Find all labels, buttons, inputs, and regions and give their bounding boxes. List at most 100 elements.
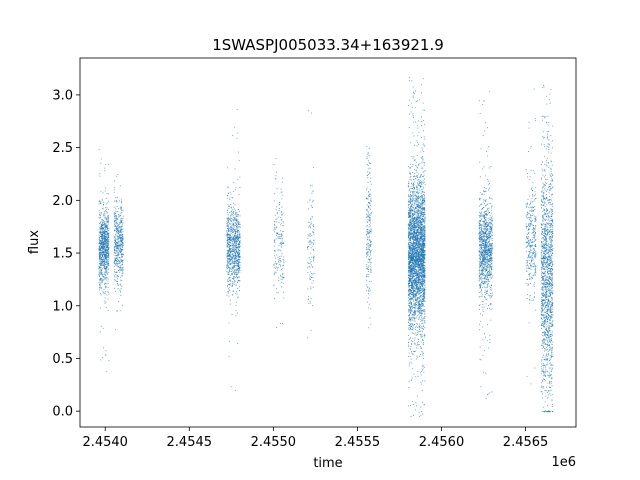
data-point [411,310,413,312]
data-point [106,212,108,214]
data-point [103,240,105,241]
data-point [279,258,281,260]
data-point [122,243,123,245]
data-point [116,281,118,282]
data-point [99,245,101,247]
data-point [236,215,237,217]
data-point [370,200,372,202]
data-point [413,312,415,313]
data-point [308,263,310,264]
data-point [121,280,123,282]
data-point [282,259,284,260]
data-point [113,237,115,239]
data-point [230,213,232,215]
data-point [423,161,425,163]
data-point [229,267,231,269]
data-point [105,234,107,236]
data-point [104,249,106,251]
data-point [422,310,424,312]
data-point [231,231,233,233]
data-point [98,149,100,151]
data-point [416,212,418,214]
data-point [114,263,116,265]
data-point [106,232,108,234]
data-point [410,179,412,181]
data-point [416,238,418,240]
data-point [229,255,231,257]
data-point [227,234,229,236]
data-point [414,276,416,278]
data-point [231,250,233,252]
data-point [413,210,415,212]
data-point [420,185,422,187]
data-point [229,241,230,243]
data-point [115,241,117,243]
data-point [120,248,122,250]
data-point [236,275,237,277]
data-point [228,260,230,262]
data-point [114,261,116,262]
data-point [102,238,104,240]
data-point [232,212,234,214]
data-point [106,244,108,246]
data-point [234,266,236,268]
data-point [411,236,413,237]
data-point [421,257,423,258]
data-point [416,204,418,206]
data-point [117,235,119,237]
data-point [415,198,417,200]
data-point [121,256,123,258]
data-point [414,213,416,215]
data-point [113,262,115,264]
data-point [410,234,412,236]
data-point [368,251,369,253]
data-point [417,212,419,214]
data-point [114,250,116,252]
data-point [100,250,102,252]
data-point [117,276,119,278]
data-point [115,232,117,234]
data-point [226,231,228,233]
data-point [370,201,372,203]
data-point [231,228,233,230]
data-point [113,226,115,227]
data-point [368,205,370,207]
data-point [102,232,104,234]
data-point [106,245,108,247]
data-point [236,242,238,244]
data-point [121,264,123,266]
data-point [415,208,417,210]
data-point [418,232,420,234]
data-point [369,249,370,251]
data-point [409,194,411,196]
data-point [98,250,100,251]
data-point [120,231,122,233]
data-point [103,265,105,267]
data-point [422,343,424,345]
data-point [414,265,416,267]
data-point [410,272,412,274]
data-point [370,250,372,252]
data-point [230,227,232,229]
data-point [413,300,414,302]
data-point [423,226,425,228]
data-point [419,263,421,265]
data-point [369,259,371,261]
data-point [422,300,424,302]
data-point [410,304,412,305]
data-point [412,192,414,194]
data-point [410,217,412,218]
data-point [113,239,115,241]
data-point [101,223,103,225]
data-point [238,214,239,216]
data-point [236,312,238,314]
data-point [310,329,312,331]
data-point [280,250,282,252]
data-point [312,305,314,307]
data-point [414,198,416,200]
data-point [108,252,110,254]
data-point [312,273,314,275]
data-point [115,217,117,219]
data-point [117,230,119,231]
data-point [420,265,422,267]
